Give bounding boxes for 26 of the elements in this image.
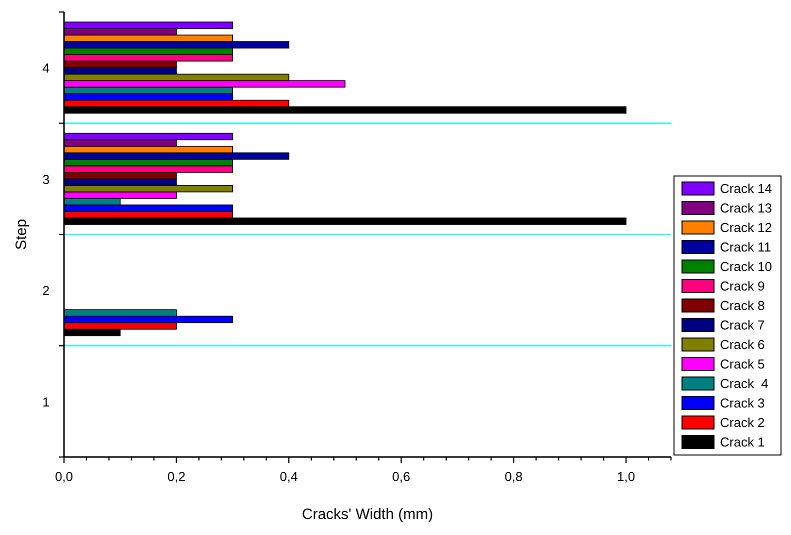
x-tick-label: 0,8 — [504, 469, 523, 484]
legend-label: Crack 2 — [720, 415, 765, 430]
y-axis-title: Step — [13, 219, 30, 250]
legend-label: Crack 13 — [720, 200, 772, 216]
legend-label: Crack 12 — [720, 220, 772, 235]
legend-label: Crack 7 — [720, 318, 765, 332]
legend-label: Crack 8 — [720, 298, 765, 313]
legend-label: Crack 14 — [720, 181, 772, 196]
legend-label: Crack 1 — [720, 434, 765, 450]
legend-label: Crack 11 — [720, 240, 772, 254]
x-tick-label: 0,0 — [54, 469, 74, 484]
x-tick-label: 0,4 — [280, 469, 298, 484]
y-tick-label: 2 — [42, 283, 50, 298]
legend-label: Crack 3 — [720, 396, 765, 410]
legend-label: Crack 5 — [720, 356, 765, 372]
legend-label: Crack 10 — [720, 259, 772, 274]
y-tick-label: 1 — [42, 394, 50, 410]
y-tick-label: 3 — [42, 172, 50, 187]
legend-label: Crack 4 — [720, 376, 768, 391]
legend-label: Crack 9 — [720, 278, 765, 294]
x-axis-title: Cracks' Width (mm) — [302, 506, 434, 523]
x-tick-label: 1,0 — [617, 469, 636, 484]
legend-label: Crack 6 — [720, 337, 765, 352]
x-tick-label: 0,2 — [167, 469, 186, 484]
y-tick-label: 4 — [42, 60, 50, 76]
x-tick-label: 0,6 — [392, 469, 410, 484]
